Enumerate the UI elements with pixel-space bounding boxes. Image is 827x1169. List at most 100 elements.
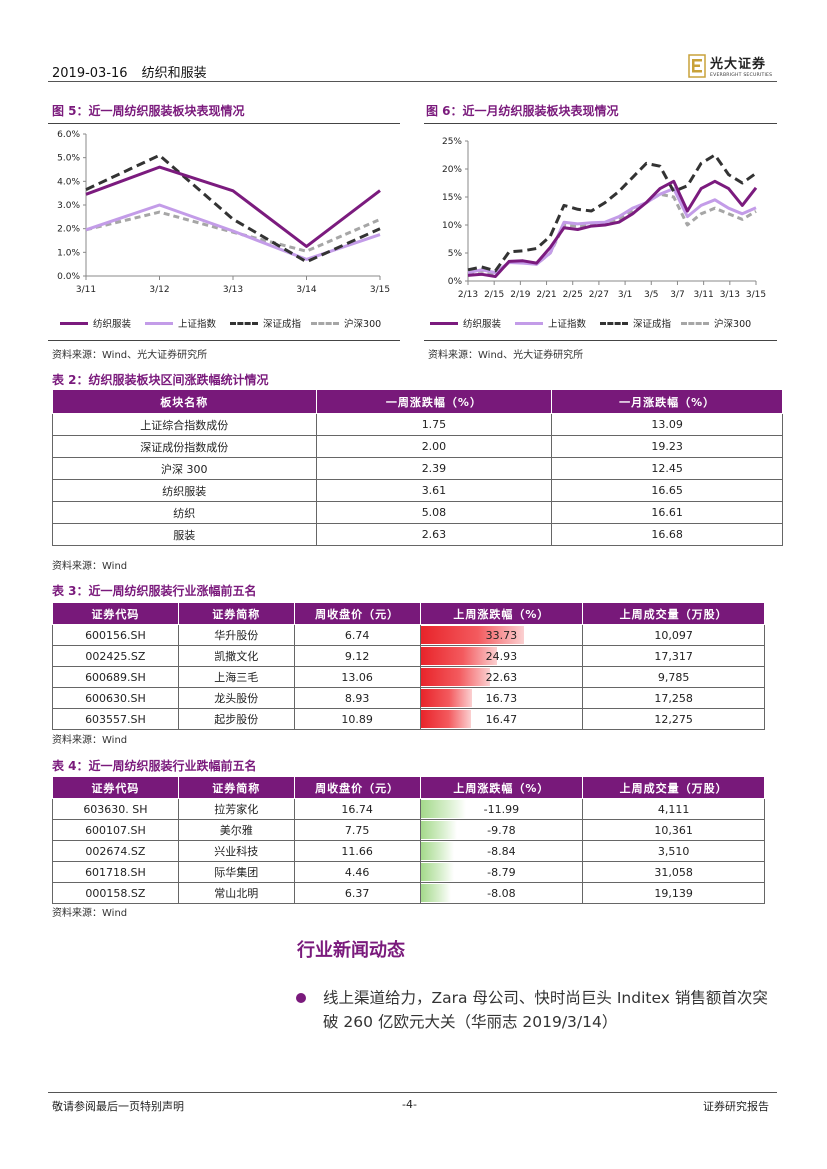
change-bar: [420, 884, 452, 902]
x-tick-label: 2/15: [484, 290, 504, 300]
logo-cn-text: 光大证券: [710, 57, 767, 72]
change-value: 16.47: [485, 712, 518, 726]
table-cell: 7.75: [293, 819, 421, 841]
company-logo: 光大证券 EVERBRIGHT SECURITIES: [688, 53, 772, 78]
legend-swatch-icon: [515, 321, 544, 325]
table-cell: 10,361: [582, 819, 765, 841]
table2: 板块名称 一周涨跌幅（%） 一月涨跌幅（%） 上证综合指数成份 1.75 13.09…: [52, 389, 783, 546]
footer-divider: [48, 1092, 777, 1093]
legend-swatch-icon: [60, 321, 88, 325]
change-bar: [420, 710, 472, 728]
change-bar-cell: 16.73: [419, 687, 584, 709]
series-line-1: [85, 203, 381, 261]
table2-header-cell: 一月涨跌幅（%）: [551, 389, 783, 414]
table3-header-cell: 周收盘价（元）: [293, 602, 421, 625]
series-line-2: [85, 153, 381, 264]
table4-header-cell: 证券简称: [177, 776, 295, 799]
table3-header-cell: 上周成交量（万股）: [582, 602, 765, 625]
figure5-title: 图 5：近一周纺织服装板块表现情况: [52, 104, 245, 118]
change-bar-cell: 16.47: [419, 708, 584, 730]
table-cell: 600156.SH: [52, 624, 179, 646]
table-cell: 16.68: [551, 523, 783, 546]
table-row: 600630.SH 龙头股份 8.93 16.73 17,258: [52, 687, 765, 709]
x-tick-label: 3/11: [694, 290, 714, 300]
table-cell: 12.45: [551, 457, 783, 480]
table-cell: 19,139: [582, 882, 765, 904]
report-date: 2019-03-16: [52, 66, 128, 81]
figure5-line-chart: 0.0% 1.0% 2.0% 3.0% 4.0% 5.0% 6.0% 3/11 3/12 3/13…: [57, 130, 390, 295]
change-bar: [420, 689, 472, 707]
legend-item-hs300: 沪深300: [681, 316, 751, 330]
legend-item-hs300: 沪深300: [311, 316, 381, 330]
change-value: 22.63: [485, 670, 518, 684]
change-value: -8.84: [487, 844, 516, 858]
figure6-top-rule: [424, 123, 777, 124]
table-row: 沪深 300 2.39 12.45: [52, 457, 783, 480]
table-cell: 3.61: [315, 479, 553, 502]
figure6-line-chart: 0% 5% 10% 15% 20% 25% 2/13 2/15 2/19 2/21 2/25 2/27…: [442, 137, 766, 300]
change-bar: [420, 863, 454, 881]
x-tick-label: 3/13: [223, 285, 243, 295]
y-tick-label: 6.0%: [57, 130, 80, 140]
change-bar: [420, 647, 497, 665]
table-cell: 600689.SH: [52, 666, 179, 688]
change-bar-cell: -8.84: [419, 840, 584, 862]
legend-item-shenzhen: 深证成指: [600, 316, 671, 330]
table-cell: 600630.SH: [52, 687, 179, 709]
change-value: 16.73: [485, 691, 518, 705]
figure5-bottom-rule: [48, 340, 400, 341]
table-row: 002674.SZ 兴业科技 11.66 -8.84 3,510: [52, 840, 765, 862]
x-tick-label: 2/27: [589, 290, 609, 300]
figure6-bottom-rule: [424, 340, 777, 341]
footer-report-type: 证券研究报告: [703, 1100, 769, 1113]
y-tick-label: 1.0%: [57, 248, 80, 258]
table4-source: 资料来源：Wind: [52, 908, 128, 919]
bullet-icon: [296, 993, 306, 1003]
table-cell: 002674.SZ: [52, 840, 179, 862]
figure6-title: 图 6：近一月纺织服装板块表现情况: [426, 104, 619, 118]
report-sector: 纺织和服装: [141, 66, 207, 81]
legend-item-shanghai: 上证指数: [515, 316, 586, 330]
table-cell: 上证综合指数成份: [52, 413, 317, 436]
legend-swatch-icon: [230, 321, 259, 325]
x-tick-label: 3/13: [720, 290, 740, 300]
table3-source: 资料来源：Wind: [52, 735, 128, 746]
table-row: 纺织服装 3.61 16.65: [52, 479, 783, 502]
figure5-source: 资料来源：Wind、光大证券研究所: [52, 350, 208, 361]
table-cell: 华升股份: [177, 624, 295, 646]
x-tick-label: 3/15: [746, 290, 766, 300]
y-tick-label: 5%: [448, 249, 463, 259]
legend-item-textile: 纺织服装: [60, 316, 131, 330]
table-cell: 19.23: [551, 435, 783, 458]
table-cell: 纺织: [52, 501, 317, 524]
change-bar-cell: 24.93: [419, 645, 584, 667]
y-tick-label: 10%: [442, 221, 462, 231]
page-number: -4-: [402, 1098, 417, 1111]
table-cell: 8.93: [293, 687, 421, 709]
table-cell: 9.12: [293, 645, 421, 667]
table-cell: 兴业科技: [177, 840, 295, 862]
table-cell: 2.39: [315, 457, 553, 480]
table-cell: 2.00: [315, 435, 553, 458]
table-row: 服装 2.63 16.68: [52, 523, 783, 546]
table-row: 上证综合指数成份 1.75 13.09: [52, 413, 783, 436]
change-bar: [420, 800, 466, 818]
everbright-logo-icon: [688, 53, 706, 78]
change-value: -8.79: [487, 865, 516, 879]
table-cell: 12,275: [582, 708, 765, 730]
table4-header-cell: 上周成交量（万股）: [582, 776, 765, 799]
change-bar-cell: -11.99: [419, 798, 584, 820]
legend-item-shanghai: 上证指数: [145, 316, 216, 330]
x-tick-label: 3/14: [296, 285, 316, 295]
table-cell: 16.65: [551, 479, 783, 502]
table-cell: 1.75: [315, 413, 553, 436]
table-row: 纺织 5.08 16.61: [52, 501, 783, 524]
y-tick-label: 25%: [442, 137, 462, 147]
figure5-legend: 纺织服装 上证指数 深证成指 沪深300: [60, 316, 381, 330]
table-cell: 纺织服装: [52, 479, 317, 502]
table4-title: 表 4：近一周纺织服装行业跌幅前五名: [52, 759, 257, 773]
footer-disclaimer: 敬请参阅最后一页特别声明: [52, 1100, 184, 1113]
x-tick-label: 2/13: [458, 290, 478, 300]
y-tick-label: 20%: [442, 165, 462, 175]
figure5-top-rule: [48, 123, 400, 124]
